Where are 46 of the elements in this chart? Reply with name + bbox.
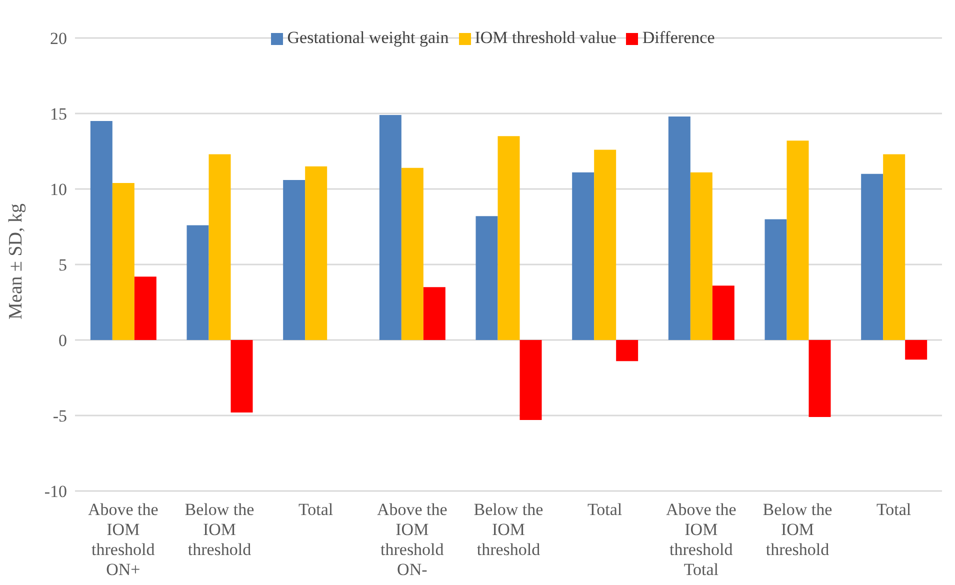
y-tick-label: 20: [50, 29, 67, 48]
x-tick-label: Above the IOM threshold ON-: [376, 500, 448, 579]
legend-label: IOM threshold value: [474, 28, 616, 47]
y-tick-label: 15: [50, 104, 67, 124]
x-tick-label: Below the IOM threshold: [184, 500, 254, 559]
legend-label: Difference: [642, 28, 715, 47]
bar: [476, 216, 498, 340]
bar: [379, 115, 402, 340]
bar: [572, 172, 594, 340]
bar: [520, 340, 542, 420]
bar: [90, 121, 112, 340]
x-tick-label: Above the IOM threshold ON+: [88, 500, 158, 579]
bar: [668, 116, 690, 340]
bar: [712, 286, 734, 340]
y-tick-label: 10: [50, 180, 67, 200]
bar: [498, 136, 520, 340]
legend-label: Gestational weight gain: [287, 28, 449, 47]
bar: [905, 340, 928, 360]
bar: [861, 174, 884, 340]
y-tick-label: 5: [58, 256, 67, 275]
y-axis-title: Mean ± SD, kg: [6, 203, 27, 320]
bar: [283, 180, 306, 340]
x-tick-label: Total: [298, 500, 334, 519]
y-tick-label: -10: [44, 482, 67, 502]
bar: [808, 340, 831, 418]
y-tick-label: 0: [58, 331, 67, 350]
bar: [786, 140, 809, 340]
bar: [883, 154, 906, 340]
bar: [186, 225, 209, 340]
bar: [616, 340, 638, 362]
bar: [401, 168, 424, 340]
x-tick-label: Below the IOM threshold: [474, 500, 544, 559]
bar: [305, 166, 328, 340]
bar: [423, 287, 446, 340]
x-tick-label: Above the IOM threshold Total: [666, 500, 736, 579]
bar: [690, 172, 712, 340]
y-tick-label: -5: [52, 406, 67, 426]
bar: [594, 150, 616, 340]
bar: [230, 340, 253, 412]
bar: [764, 219, 787, 340]
x-tick-label: Below the IOM threshold: [762, 500, 832, 559]
bar: [134, 276, 156, 340]
x-tick-label: Total: [587, 500, 622, 519]
bar: [208, 154, 231, 340]
x-tick-label: Total: [876, 500, 912, 519]
bar: [112, 182, 134, 340]
